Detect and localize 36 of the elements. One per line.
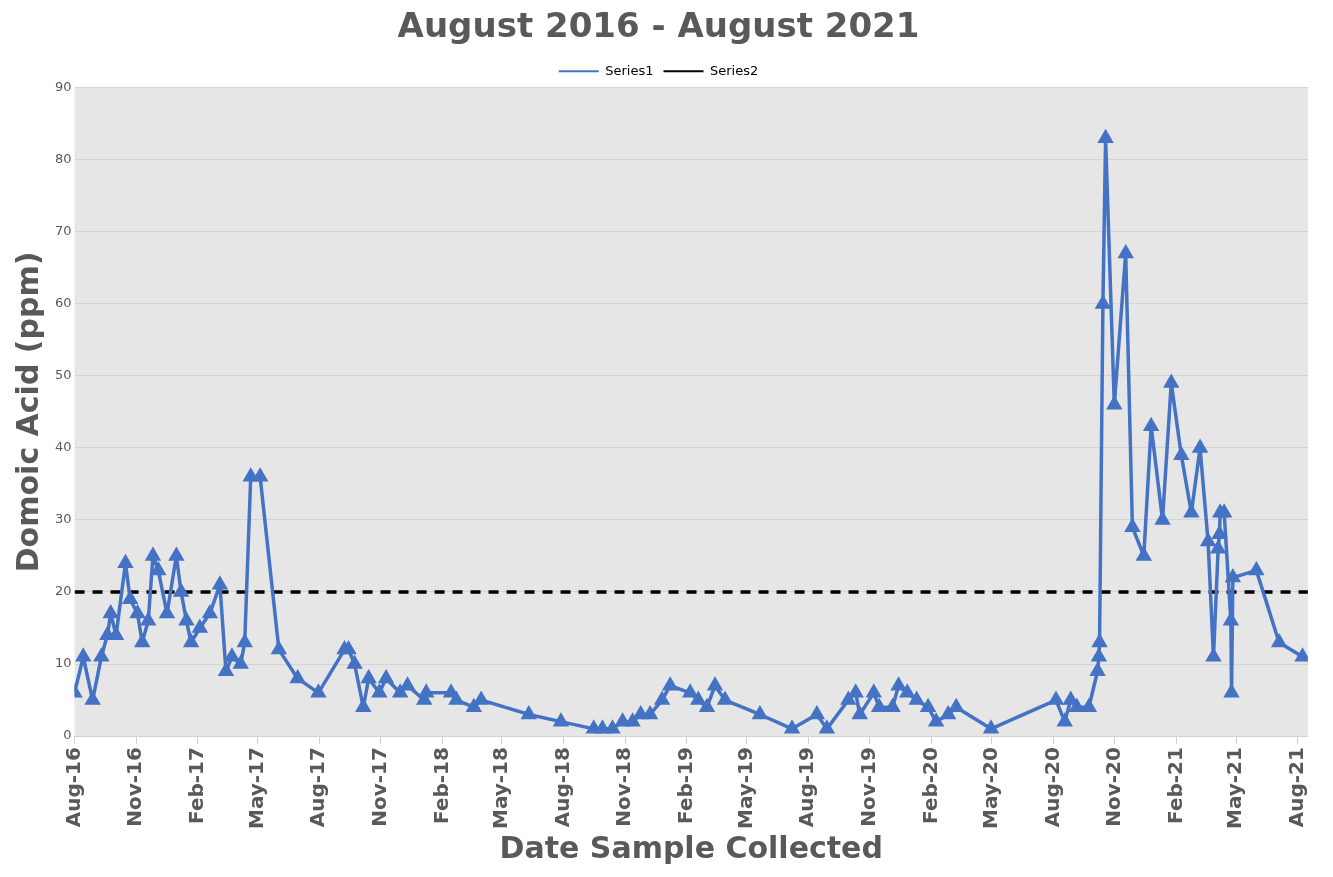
x-tick-label: May-17 [243, 747, 268, 829]
x-tick-label: May-19 [732, 747, 757, 829]
x-tick-label: Nov-18 [611, 747, 636, 827]
legend-label: Series1 [605, 62, 654, 78]
y-tick-label: 90 [55, 79, 72, 95]
x-tick-label: Nov-19 [855, 747, 880, 827]
y-tick-label: 30 [55, 511, 72, 527]
x-tick-label: Feb-20 [917, 747, 942, 824]
x-tick-label: Nov-16 [122, 747, 147, 827]
y-axis-title: Domoic Acid (ppm) [9, 251, 45, 573]
y-tick-label: 20 [55, 583, 72, 599]
x-tick-label: May-18 [488, 747, 513, 829]
x-tick-label: Nov-20 [1101, 747, 1126, 827]
x-tick-label: Feb-21 [1162, 747, 1187, 824]
y-tick-label: 40 [55, 439, 72, 455]
legend-label: Series2 [710, 62, 759, 78]
y-tick-label: 50 [55, 367, 72, 383]
x-tick-label: Aug-20 [1039, 747, 1064, 828]
x-tick-label: Feb-18 [428, 747, 453, 824]
x-tick-label: May-21 [1222, 747, 1247, 829]
x-tick-label: Aug-16 [60, 747, 85, 828]
chart-title: August 2016 - August 2021 [397, 5, 920, 46]
y-tick-label: 80 [55, 151, 72, 167]
x-tick-label: Aug-21 [1284, 747, 1309, 828]
y-tick-label: 70 [55, 223, 72, 239]
x-axis-title: Date Sample Collected [499, 829, 883, 865]
x-tick-label: Aug-17 [305, 747, 330, 828]
x-tick-label: Aug-18 [549, 747, 574, 828]
x-tick-label: Aug-19 [794, 747, 819, 828]
y-tick-label: 60 [55, 295, 72, 311]
y-tick-label: 10 [55, 655, 72, 671]
y-tick-label: 0 [63, 727, 72, 743]
x-tick-label: May-20 [977, 747, 1002, 829]
x-tick-label: Feb-19 [673, 747, 698, 824]
x-tick-label: Feb-17 [184, 747, 209, 824]
x-tick-label: Nov-17 [366, 747, 391, 827]
